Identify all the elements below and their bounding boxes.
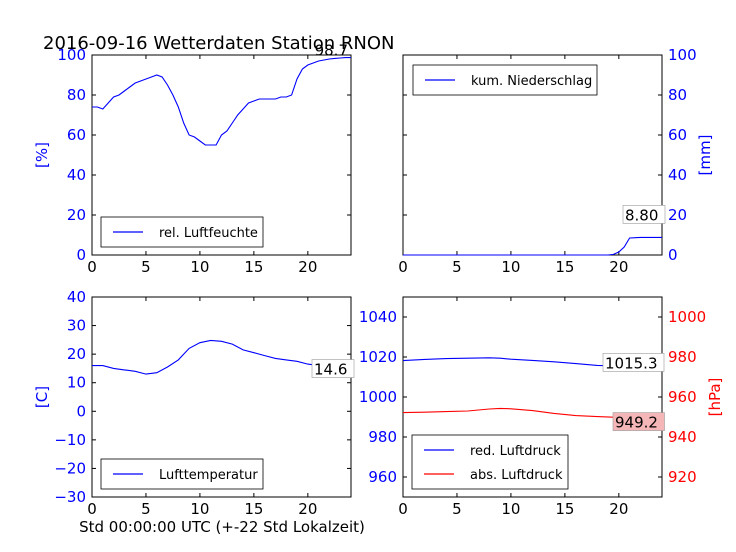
pressure-ytick-right-label: 980 — [668, 348, 697, 366]
pressure-legend-label: red. Luftdruck — [470, 444, 561, 459]
pressure-ytick-label: 960 — [368, 468, 397, 486]
precipitation-ytick-label: 40 — [668, 166, 687, 184]
pressure-xtick-label: 5 — [452, 500, 462, 518]
temperature-annotation-box — [311, 359, 355, 378]
humidity-xtick-label: 15 — [244, 258, 263, 276]
humidity-ytick-label: 40 — [67, 166, 86, 184]
temperature-ytick-label: −20 — [54, 459, 86, 477]
temperature-xtick-label: 0 — [87, 500, 97, 518]
temperature-xtick-label: 10 — [190, 500, 209, 518]
pressure-legend-label: abs. Luftdruck — [470, 468, 563, 483]
pressure-xtick-label: 10 — [501, 500, 520, 518]
temperature-legend-label: Lufttemperatur — [159, 468, 258, 483]
pressure-annotation-right: 949.2 — [615, 414, 658, 432]
precipitation-legend-label: kum. Niederschlag — [471, 74, 592, 89]
precipitation-xtick-label: 10 — [501, 258, 520, 276]
pressure-xtick-label: 0 — [398, 500, 408, 518]
precipitation-ytick-label: 20 — [668, 206, 687, 224]
precipitation-xtick-label: 5 — [452, 258, 462, 276]
temperature-panel: 0 5 10 15 20 −30 −20 −10 0 10 20 30 40 [C] Lufttempera… — [33, 288, 355, 518]
humidity-xtick-label: 5 — [141, 258, 151, 276]
pressure-ytick-label: 1040 — [359, 308, 397, 326]
precipitation-annotation-box — [622, 205, 666, 224]
temperature-xtick-label: 15 — [244, 500, 263, 518]
temperature-annotation: 14.6 — [314, 361, 347, 379]
pressure-ytick-label: 1000 — [359, 388, 397, 406]
humidity-series-line-0 — [92, 57, 351, 146]
humidity-legend-label: rel. Luftfeuchte — [159, 226, 258, 241]
temperature-series-line-0 — [92, 339, 352, 375]
precipitation-y-label: [mm] — [696, 135, 714, 176]
precipitation-annotation: 8.80 — [625, 206, 658, 224]
temperature-ytick-label: 30 — [67, 317, 86, 335]
temperature-xtick-label: 5 — [141, 500, 151, 518]
pressure-ytick-right-label: 920 — [668, 468, 697, 486]
precipitation-ytick-label: 80 — [668, 86, 687, 104]
pressure-panel: 0 5 10 15 20 960 980 1000 1020 1040 920 940 960 980 10… — [359, 296, 724, 518]
pressure-legend-box — [411, 434, 569, 490]
precipitation-xtick-label: 0 — [398, 258, 408, 276]
temperature-ytick-label: −30 — [54, 488, 86, 506]
humidity-xtick-label: 20 — [298, 258, 317, 276]
temperature-ytick-label: 40 — [67, 288, 86, 306]
temperature-y-label: [C] — [33, 386, 51, 408]
precipitation-xtick-label: 15 — [555, 258, 574, 276]
humidity-y-label: [%] — [33, 142, 51, 168]
precipitation-panel: 0 5 10 15 20 0 20 40 60 80 100 [mm] kum. Niederschla… — [398, 46, 714, 276]
pressure-ytick-label: 1020 — [359, 348, 397, 366]
precipitation-xtick-label: 20 — [609, 258, 628, 276]
pressure-ytick-right-label: 960 — [668, 388, 697, 406]
humidity-ytick-label: 20 — [67, 206, 86, 224]
humidity-panel: 0 5 10 15 20 0 20 40 60 80 100 [%] rel. Luftfeuchte 9… — [33, 42, 352, 276]
humidity-frame — [91, 54, 352, 256]
humidity-annotation: 98.7 — [315, 42, 348, 60]
pressure-annotation-right-box — [612, 412, 665, 431]
x-axis-label: Std 00:00:00 UTC (+-22 Std Lokalzeit) — [79, 518, 365, 536]
precipitation-ytick-label: 60 — [668, 126, 687, 144]
pressure-annotation-left: 1015.3 — [605, 354, 658, 372]
humidity-ytick-label: 60 — [67, 126, 86, 144]
pressure-ytick-right-label: 1000 — [668, 308, 706, 326]
precipitation-ytick-label: 100 — [668, 46, 697, 64]
temperature-ytick-label: 20 — [67, 345, 86, 363]
humidity-xtick-label: 0 — [87, 258, 97, 276]
pressure-y-label-right: [hPa] — [706, 378, 724, 417]
humidity-ytick-label: 0 — [76, 246, 86, 264]
precipitation-ytick-label: 0 — [668, 246, 678, 264]
temperature-xtick-label: 20 — [298, 500, 317, 518]
figure-title: 2016-09-16 Wetterdaten Station RNON — [43, 33, 394, 54]
humidity-xtick-label: 10 — [190, 258, 209, 276]
humidity-ytick-label: 80 — [67, 86, 86, 104]
pressure-annotation-left-box — [602, 353, 665, 372]
pressure-ytick-label: 980 — [368, 428, 397, 446]
humidity-ytick-label: 100 — [57, 46, 86, 64]
pressure-ytick-right-label: 940 — [668, 428, 697, 446]
pressure-xtick-label: 20 — [609, 500, 628, 518]
temperature-frame — [91, 296, 352, 498]
temperature-ytick-label: −10 — [54, 431, 86, 449]
temperature-ytick-label: 10 — [67, 374, 86, 392]
temperature-ytick-label: 0 — [76, 402, 86, 420]
precipitation-series-line-0 — [403, 236, 662, 256]
pressure-xtick-label: 15 — [555, 500, 574, 518]
